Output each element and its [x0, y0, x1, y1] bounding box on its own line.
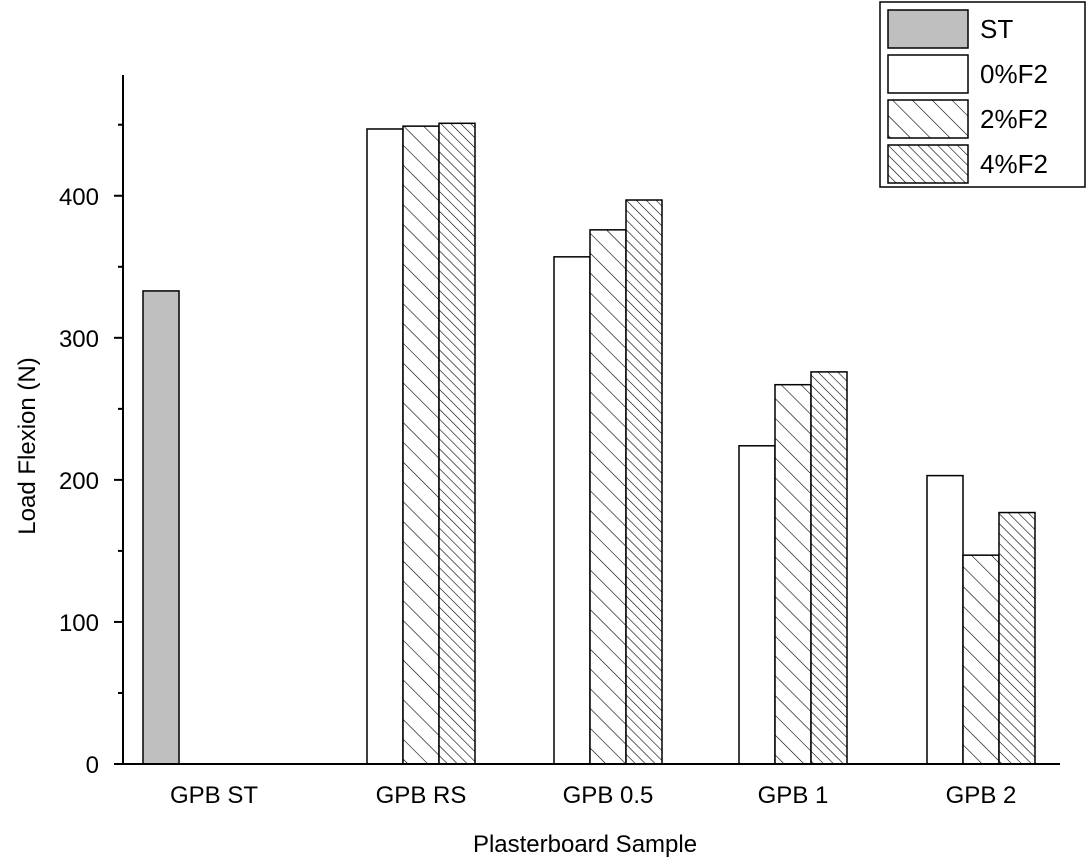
- bar-gpb-rs-0-f2: [366, 128, 404, 765]
- bar-gpb-1-0-f2: [738, 445, 776, 765]
- bar-gpb-2-2-f2: [962, 554, 1000, 765]
- y-tick-label: 100: [59, 610, 99, 637]
- legend-swatch: [887, 9, 969, 49]
- bar-gpb-rs-4-f2: [438, 122, 476, 765]
- bar-gpb-1-2-f2: [774, 383, 812, 765]
- legend-swatch: [887, 99, 969, 139]
- x-tick-label: GPB 1: [758, 782, 829, 809]
- y-tick-label: 0: [86, 752, 99, 779]
- legend-label: ST: [980, 14, 1013, 44]
- bar-gpb-2-0-f2: [926, 474, 964, 765]
- bar-gpb-st-st: [142, 290, 180, 765]
- bar-gpb-0-5-2-f2: [589, 229, 627, 765]
- x-tick-label: GPB 0.5: [563, 782, 654, 809]
- y-axis-ticks: 0 100 200 300 400: [59, 123, 123, 779]
- legend-swatch: [887, 144, 969, 184]
- bar-gpb-2-4-f2: [998, 511, 1036, 765]
- legend-swatch: [887, 54, 969, 94]
- bar-gpb-0-5-4-f2: [625, 199, 663, 765]
- y-axis-title: Load Flexion (N): [14, 357, 41, 534]
- legend: ST 0%F2 2%F2 4%F2: [879, 1, 1086, 188]
- bar-gpb-0-5-0-f2: [553, 256, 591, 765]
- y-tick-label: 400: [59, 184, 99, 211]
- plot-area: [142, 122, 1036, 765]
- bar-gpb-1-4-f2: [810, 371, 848, 765]
- x-tick-label: GPB 2: [946, 782, 1017, 809]
- bar-gpb-rs-2-f2: [402, 125, 440, 765]
- legend-label: 4%F2: [980, 149, 1048, 179]
- x-tick-label: GPB ST: [170, 782, 258, 809]
- x-axis-title: Plasterboard Sample: [473, 831, 697, 858]
- y-tick-label: 300: [59, 326, 99, 353]
- x-tick-label: GPB RS: [376, 782, 467, 809]
- legend-label: 0%F2: [980, 59, 1048, 89]
- y-tick-label: 200: [59, 468, 99, 495]
- x-axis-ticks: GPB ST GPB RS GPB 0.5 GPB 1 GPB 2: [170, 782, 1016, 809]
- legend-label: 2%F2: [980, 104, 1048, 134]
